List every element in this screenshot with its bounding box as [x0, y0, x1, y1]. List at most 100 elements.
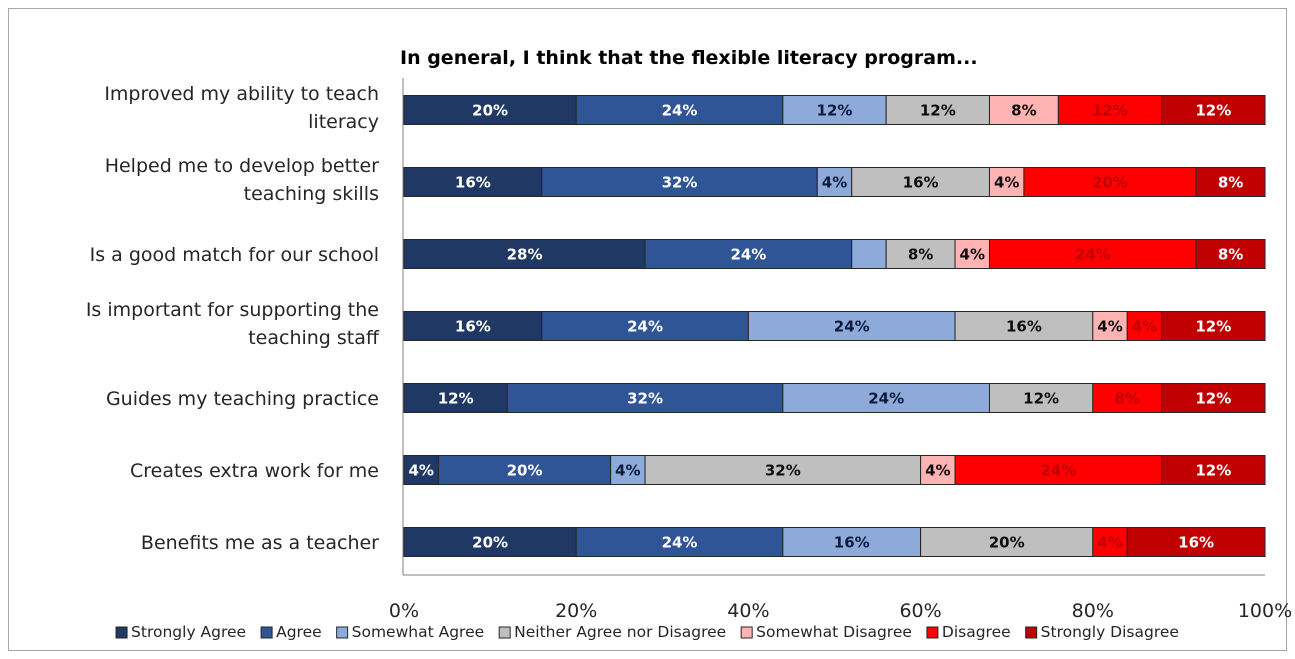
data-label: 12% — [438, 390, 474, 408]
legend-item: Strongly Agree — [115, 623, 246, 641]
legend-label: Somewhat Disagree — [756, 623, 912, 641]
category-label-line: Is a good match for our school — [90, 244, 379, 266]
data-label: 4% — [1132, 318, 1157, 336]
bar-segment — [1161, 455, 1266, 485]
data-label: 8% — [908, 246, 933, 264]
category-label-line: Helped me to develop better — [105, 155, 379, 177]
data-label: 12% — [817, 102, 853, 120]
data-label: 8% — [1218, 246, 1243, 264]
data-label: 24% — [662, 534, 698, 552]
x-tick-label: 40% — [727, 600, 769, 622]
legend-swatch — [740, 626, 753, 639]
legend-label: Somewhat Agree — [352, 623, 485, 641]
bar-segment — [1092, 527, 1128, 557]
category-label: Benefits me as a teacher — [141, 532, 379, 554]
category-label-line: literacy — [308, 111, 379, 133]
legend-label: Disagree — [942, 623, 1011, 641]
data-label: 8% — [1011, 102, 1036, 120]
bar-segment — [988, 95, 1059, 125]
bar-segment — [403, 455, 439, 485]
bar-segment — [403, 383, 508, 413]
bar-segment — [575, 95, 784, 125]
data-label: 4% — [615, 462, 640, 480]
data-label: 4% — [822, 174, 847, 192]
bar-segment — [575, 527, 784, 557]
legend-item: Neither Agree nor Disagree — [498, 623, 726, 641]
category-label: Helped me to develop better teaching skil… — [105, 155, 379, 205]
data-label: 16% — [455, 174, 491, 192]
bar-segment — [644, 239, 853, 269]
data-label: 16% — [1006, 318, 1042, 336]
bar-segment — [541, 311, 749, 341]
bar-segment — [610, 455, 646, 485]
data-label: 12% — [1195, 462, 1231, 480]
data-label: 8% — [1218, 174, 1243, 192]
data-label: 20% — [472, 534, 508, 552]
data-label: 16% — [455, 318, 491, 336]
data-label: 16% — [903, 174, 939, 192]
bar-segment — [403, 95, 577, 125]
legend-item: Disagree — [926, 623, 1011, 641]
bar-segment — [1161, 311, 1266, 341]
legend-label: Strongly Agree — [131, 623, 246, 641]
x-tick-label: 0% — [389, 600, 419, 622]
category-label-line: Guides my teaching practice — [106, 388, 379, 410]
legend-item: Somewhat Disagree — [740, 623, 912, 641]
data-label: 4% — [1097, 534, 1122, 552]
legend: Strongly Agree Agree Somewhat Agree Neither… — [115, 623, 1179, 641]
legend-swatch — [1025, 626, 1038, 639]
x-axis: 0% 20% 40% 60% 80% 100% — [389, 78, 1292, 622]
data-label: 24% — [834, 318, 870, 336]
bar-segment — [1126, 527, 1266, 557]
bar-segment — [851, 239, 887, 269]
data-label: 24% — [868, 390, 904, 408]
category-label: Improved my ability to teach literacy — [104, 83, 379, 133]
bar-segment — [920, 527, 1094, 557]
x-tick-label: 20% — [555, 600, 597, 622]
bar-segment — [988, 239, 1197, 269]
data-label: 16% — [1178, 534, 1214, 552]
chart-title: In general, I think that the flexible li… — [400, 47, 978, 69]
data-label: 4% — [994, 174, 1019, 192]
data-label: 12% — [920, 102, 956, 120]
bar-segment — [403, 239, 646, 269]
category-label-line: teaching staff — [248, 327, 380, 349]
data-label: 20% — [989, 534, 1025, 552]
data-label: 24% — [1040, 462, 1076, 480]
bar-segment — [954, 311, 1094, 341]
data-label: 12% — [1092, 102, 1128, 120]
data-label: 12% — [1195, 102, 1231, 120]
bar-segment — [851, 167, 990, 197]
bar-segment — [954, 239, 990, 269]
x-tick-label: 80% — [1072, 600, 1114, 622]
data-label: 12% — [1195, 318, 1231, 336]
legend-item: Strongly Disagree — [1025, 623, 1179, 641]
data-label: 4% — [408, 462, 433, 480]
data-label: 32% — [662, 174, 698, 192]
data-label: 20% — [472, 102, 508, 120]
legend-swatch — [260, 626, 273, 639]
data-label: 20% — [507, 462, 543, 480]
category-label: Creates extra work for me — [130, 460, 379, 482]
data-label: 32% — [627, 390, 663, 408]
bar-segment — [1057, 95, 1163, 125]
bar-segment — [403, 167, 543, 197]
data-label: 24% — [1075, 246, 1111, 264]
data-label: 24% — [627, 318, 663, 336]
bar-segment — [1161, 383, 1266, 413]
x-tick-label: 60% — [899, 600, 941, 622]
data-label: 8% — [1115, 390, 1140, 408]
bar-segment — [782, 383, 990, 413]
legend-swatch — [926, 626, 939, 639]
bar-segment — [1023, 167, 1197, 197]
category-labels: Improved my ability to teach literacy Help… — [86, 83, 380, 554]
category-label-line: Is important for supporting the — [86, 299, 379, 321]
legend-label: Neither Agree nor Disagree — [514, 623, 726, 641]
legend-label: Agree — [276, 623, 322, 641]
data-label: 4% — [960, 246, 985, 264]
bar-segment — [437, 455, 612, 485]
legend-item: Somewhat Agree — [336, 623, 485, 641]
bar-segment — [1126, 311, 1163, 341]
data-label: 20% — [1092, 174, 1128, 192]
